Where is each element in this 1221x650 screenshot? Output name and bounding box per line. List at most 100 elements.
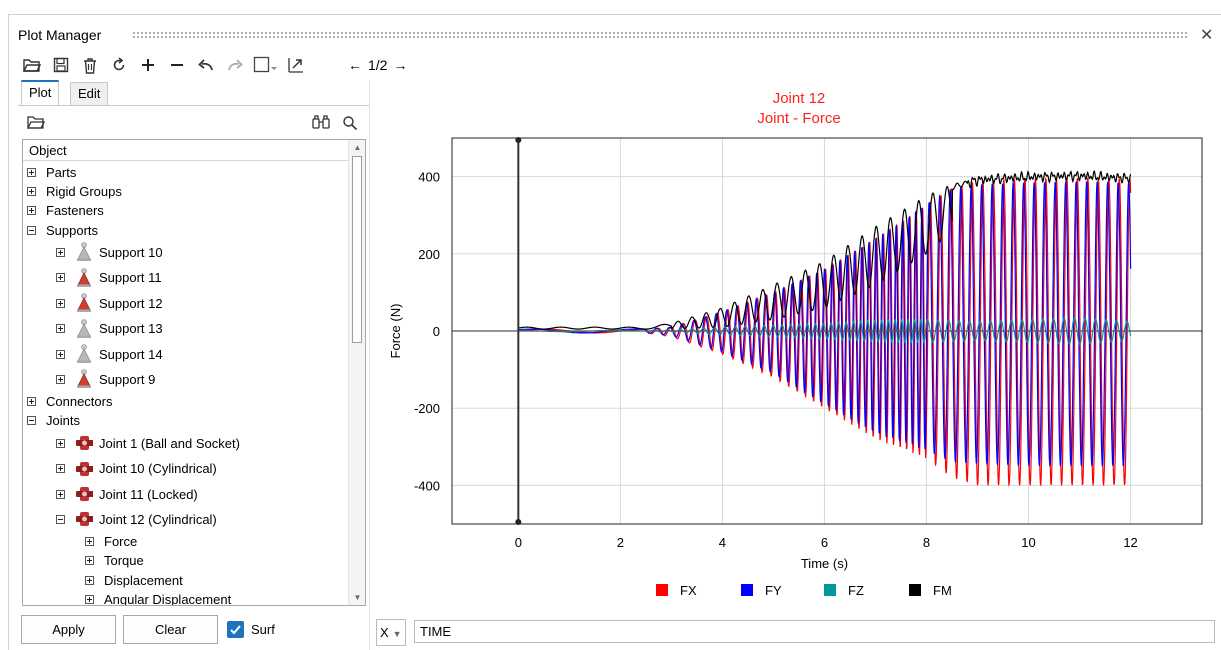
legend-swatch-fm xyxy=(909,584,921,596)
x-axis-value: X xyxy=(380,625,389,640)
support-grey-icon xyxy=(75,318,93,339)
x-expression-input[interactable]: TIME xyxy=(414,620,1215,643)
object-tree[interactable]: Object Parts Rigid Groups Fasteners Support… xyxy=(22,139,366,606)
tree-row[interactable]: Support 10 xyxy=(56,240,163,265)
tree-row[interactable]: Joint 11 (Locked) xyxy=(56,481,198,506)
tree-scrollbar[interactable]: ▲ ▼ xyxy=(348,140,365,605)
tree-row[interactable]: Support 13 xyxy=(56,316,163,341)
expand-icon[interactable] xyxy=(56,273,65,283)
scroll-thumb[interactable] xyxy=(352,156,362,343)
tree-row[interactable]: Torque xyxy=(85,551,144,570)
expand-icon[interactable] xyxy=(56,374,65,384)
save-icon[interactable] xyxy=(51,55,71,75)
x-axis-label: Time (s) xyxy=(801,556,848,571)
window-frame xyxy=(8,14,1221,650)
tree-row-label: Fasteners xyxy=(46,203,104,219)
export-icon[interactable] xyxy=(286,55,306,75)
expand-icon[interactable] xyxy=(27,187,36,197)
tree-row[interactable]: Support 9 xyxy=(56,367,155,392)
open-folder-icon[interactable] xyxy=(22,55,42,75)
support-red-icon xyxy=(75,369,93,389)
collapse-icon[interactable] xyxy=(27,225,36,235)
expand-icon[interactable] xyxy=(56,464,65,474)
selection-box-icon[interactable] xyxy=(252,55,272,75)
tree-row[interactable]: Fasteners xyxy=(27,201,104,220)
tree-row[interactable]: Rigid Groups xyxy=(27,182,122,201)
tree-row-label: Joint 10 (Cylindrical) xyxy=(99,461,217,477)
tree-row[interactable]: Displacement xyxy=(85,571,183,590)
expand-icon[interactable] xyxy=(27,206,36,216)
tab-divider xyxy=(18,105,370,106)
expand-icon[interactable] xyxy=(56,298,65,308)
chart-title: Joint 12 xyxy=(773,90,826,107)
y-tick-label: -200 xyxy=(414,401,440,416)
tree-row[interactable]: Joint 1 (Ball and Socket) xyxy=(56,431,240,456)
legend-label-fz: FZ xyxy=(848,583,864,598)
title-drag-handle[interactable] xyxy=(132,31,1187,39)
remove-icon[interactable] xyxy=(167,55,187,75)
expand-icon[interactable] xyxy=(85,594,94,604)
y-tick-label: -400 xyxy=(414,478,440,493)
collapse-icon[interactable] xyxy=(56,514,65,524)
refresh-icon[interactable] xyxy=(109,55,129,75)
expand-icon[interactable] xyxy=(56,324,65,334)
folder-icon[interactable] xyxy=(26,114,46,133)
expand-icon[interactable] xyxy=(85,556,94,566)
panel-splitter[interactable] xyxy=(369,80,370,650)
tab-edit[interactable]: Edit xyxy=(70,82,109,106)
expand-icon[interactable] xyxy=(56,247,65,257)
expand-icon[interactable] xyxy=(27,168,36,178)
expand-icon[interactable] xyxy=(56,489,65,499)
tree-row[interactable]: Joint 12 (Cylindrical) xyxy=(56,507,217,532)
tree-row[interactable]: Support 11 xyxy=(56,265,162,290)
delete-icon[interactable] xyxy=(80,55,100,75)
tree-row[interactable]: Joint 10 (Cylindrical) xyxy=(56,456,217,481)
binoculars-icon[interactable] xyxy=(312,114,330,133)
collapse-icon[interactable] xyxy=(27,416,36,426)
prev-page-button[interactable]: ← xyxy=(348,57,362,73)
legend-swatch-fx xyxy=(656,584,668,596)
x-axis-selector[interactable]: X ▼ xyxy=(376,619,406,646)
apply-button[interactable]: Apply xyxy=(21,615,116,644)
tab-plot[interactable]: Plot xyxy=(21,80,60,106)
scroll-down-icon[interactable]: ▼ xyxy=(353,593,362,602)
support-red-icon xyxy=(75,268,93,288)
tree-row-label: Joint 11 (Locked) xyxy=(99,486,198,502)
next-page-button[interactable]: → xyxy=(393,57,408,73)
expand-icon[interactable] xyxy=(85,575,94,585)
tree-row-label: Connectors xyxy=(46,394,113,410)
tree-row[interactable]: Angular Displacement xyxy=(85,590,231,605)
redo-icon[interactable] xyxy=(225,55,245,75)
support-grey-icon xyxy=(75,242,93,262)
surf-checkbox[interactable] xyxy=(227,621,244,638)
x-tick-label: 12 xyxy=(1123,535,1137,550)
tree-row[interactable]: Supports xyxy=(27,221,98,240)
expand-icon[interactable] xyxy=(56,438,65,448)
undo-icon[interactable] xyxy=(196,55,216,75)
tree-row-label: Rigid Groups xyxy=(46,184,122,200)
x-tick-label: 4 xyxy=(719,535,726,550)
force-chart: 0 2 4 6 8 10 12 -400 -200 0 200 400 Joint 12 Joint - … xyxy=(388,90,1203,598)
tree-row[interactable]: Support 12 xyxy=(56,291,163,316)
tree-header: Object xyxy=(23,140,348,161)
tree-row[interactable]: Force xyxy=(85,532,137,551)
search-icon[interactable] xyxy=(342,115,358,134)
tree-row[interactable]: Parts xyxy=(27,163,76,182)
expand-icon[interactable] xyxy=(27,397,36,407)
expand-icon[interactable] xyxy=(85,537,94,547)
tree-row-label: Joints xyxy=(46,413,80,429)
tree-row[interactable]: Joints xyxy=(27,411,80,430)
tree-row-label: Joint 12 (Cylindrical) xyxy=(99,511,217,527)
checkmark-icon xyxy=(230,625,241,635)
close-icon[interactable]: ✕ xyxy=(1200,27,1214,44)
surf-label: Surf xyxy=(251,622,275,637)
legend-swatch-fy xyxy=(741,584,753,596)
expand-icon[interactable] xyxy=(56,349,65,359)
x-tick-label: 8 xyxy=(923,535,930,550)
scroll-up-icon[interactable]: ▲ xyxy=(353,143,362,152)
dropdown-icon[interactable] xyxy=(268,55,280,75)
clear-button[interactable]: Clear xyxy=(123,615,218,644)
tree-row[interactable]: Support 14 xyxy=(56,341,163,366)
tree-row[interactable]: Connectors xyxy=(27,392,112,411)
add-icon[interactable] xyxy=(138,55,158,75)
